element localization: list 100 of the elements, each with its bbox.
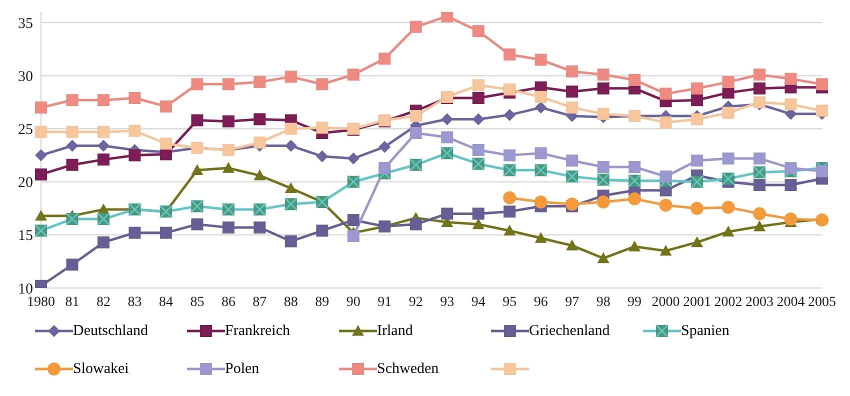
point	[534, 196, 548, 209]
point	[222, 115, 234, 128]
legend-label: Slowakei	[73, 360, 129, 378]
point	[97, 154, 110, 166]
point	[722, 152, 734, 164]
point	[754, 179, 766, 192]
point	[35, 126, 47, 138]
point	[472, 79, 484, 92]
point	[534, 232, 547, 243]
x-tick-label: 2003	[746, 294, 774, 310]
point	[97, 140, 110, 152]
point	[754, 68, 766, 81]
point	[128, 124, 141, 137]
point	[816, 165, 828, 178]
point	[566, 86, 578, 98]
x-tick-label: 2000	[652, 294, 680, 310]
legend-label: Schweden	[377, 360, 439, 378]
y-tick-label: 10	[18, 281, 33, 298]
x-tick-label: 94	[471, 294, 486, 310]
point	[691, 154, 704, 167]
point	[191, 164, 204, 175]
x-tick-label: 85	[190, 294, 204, 310]
legend-label: Griechenland	[529, 322, 610, 340]
point	[66, 258, 78, 271]
point	[534, 102, 547, 114]
point	[66, 158, 78, 171]
x-tick-label: 97	[565, 294, 580, 310]
point	[566, 102, 578, 114]
point	[690, 202, 704, 215]
point	[566, 198, 579, 211]
point	[597, 82, 610, 94]
point	[254, 169, 266, 180]
point	[504, 108, 516, 121]
point	[254, 136, 266, 149]
point	[566, 65, 578, 78]
point	[628, 240, 641, 252]
point	[160, 226, 172, 239]
legend-label: Frankreich	[225, 322, 290, 340]
point	[284, 122, 297, 135]
point	[754, 152, 766, 164]
point	[472, 218, 484, 230]
point	[504, 224, 516, 236]
x-tick-label: 2002	[714, 294, 742, 310]
point	[816, 78, 828, 90]
x-tick-label: 89	[315, 294, 330, 310]
y-tick-label: 15	[18, 228, 33, 244]
point	[191, 78, 204, 90]
point	[628, 160, 641, 173]
point	[191, 114, 204, 126]
x-tick-label: 2005	[808, 294, 836, 310]
point	[316, 122, 328, 134]
x-tick-label: 98	[596, 294, 610, 310]
point	[35, 149, 47, 162]
point	[441, 208, 454, 220]
point	[66, 140, 78, 152]
point	[722, 76, 734, 88]
point	[691, 113, 704, 126]
point	[784, 212, 798, 226]
x-tick-label: 93	[440, 294, 454, 310]
point	[722, 106, 734, 119]
point	[441, 131, 454, 144]
y-tick-label: 25	[18, 122, 33, 138]
point	[784, 179, 797, 192]
point	[66, 94, 78, 106]
point	[472, 208, 484, 220]
point	[660, 88, 672, 100]
point	[191, 218, 204, 230]
y-tick-label: 20	[18, 175, 33, 192]
x-tick-label: 90	[346, 294, 360, 310]
point	[784, 98, 797, 110]
point	[441, 113, 454, 126]
legend-label: Irland	[377, 322, 413, 340]
point	[534, 147, 547, 160]
point	[222, 78, 234, 90]
y-tick-label: 30	[18, 69, 33, 86]
point	[597, 68, 610, 81]
point	[816, 214, 828, 227]
point	[472, 92, 484, 104]
point	[316, 224, 328, 237]
point	[596, 196, 610, 209]
point	[691, 82, 704, 94]
point	[722, 200, 735, 214]
point	[316, 78, 328, 90]
point	[222, 221, 234, 234]
point	[254, 76, 266, 88]
point	[597, 160, 610, 173]
point	[284, 235, 297, 248]
point	[753, 207, 766, 220]
point	[66, 126, 78, 138]
point	[128, 92, 141, 104]
x-tick-label: 88	[284, 294, 298, 310]
point	[284, 140, 297, 152]
point	[660, 244, 672, 256]
point	[35, 210, 47, 221]
point	[534, 90, 547, 103]
point	[160, 138, 172, 150]
point	[566, 154, 578, 167]
point	[504, 83, 516, 96]
point	[378, 162, 391, 174]
point	[628, 192, 642, 206]
